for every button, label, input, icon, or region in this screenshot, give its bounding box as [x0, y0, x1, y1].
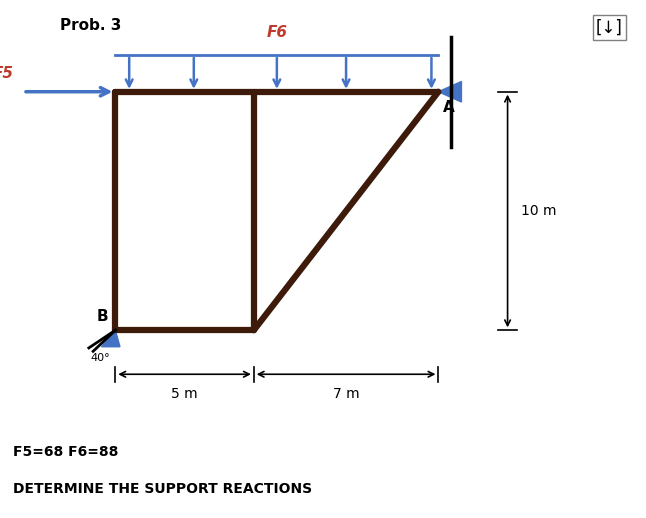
Text: B: B [97, 309, 109, 324]
Text: A: A [443, 100, 455, 115]
Text: [↓]: [↓] [596, 18, 623, 36]
Text: DETERMINE THE SUPPORT REACTIONS: DETERMINE THE SUPPORT REACTIONS [13, 482, 312, 496]
Text: Prob. 3: Prob. 3 [60, 18, 121, 33]
Text: 10 m: 10 m [521, 204, 557, 218]
Text: 40°: 40° [90, 353, 110, 364]
Text: F5: F5 [0, 66, 14, 81]
Text: 5 m: 5 m [171, 387, 198, 401]
Polygon shape [439, 81, 461, 102]
Text: 7 m: 7 m [333, 387, 359, 401]
Text: F6: F6 [266, 25, 287, 40]
Text: F5=68 F6=88: F5=68 F6=88 [13, 445, 118, 459]
Polygon shape [101, 330, 120, 347]
